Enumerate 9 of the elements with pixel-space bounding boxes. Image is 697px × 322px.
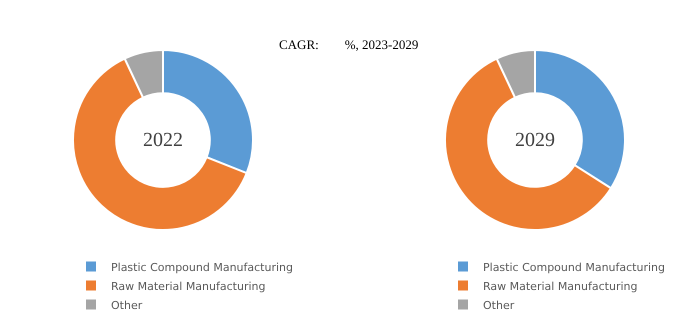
- legend-label: Other: [111, 298, 143, 312]
- legend-label: Raw Material Manufacturing: [483, 280, 638, 293]
- legend-label: Plastic Compound Manufacturing: [111, 260, 293, 274]
- legend-label: Plastic Compound Manufacturing: [483, 260, 665, 274]
- text: CAGR: %, 2023-2029: [279, 37, 418, 52]
- text: 2022: [143, 129, 183, 151]
- text: 2029: [515, 129, 555, 151]
- legend-label: Raw Material Manufacturing: [111, 280, 266, 293]
- legend-label: Other: [483, 298, 515, 312]
